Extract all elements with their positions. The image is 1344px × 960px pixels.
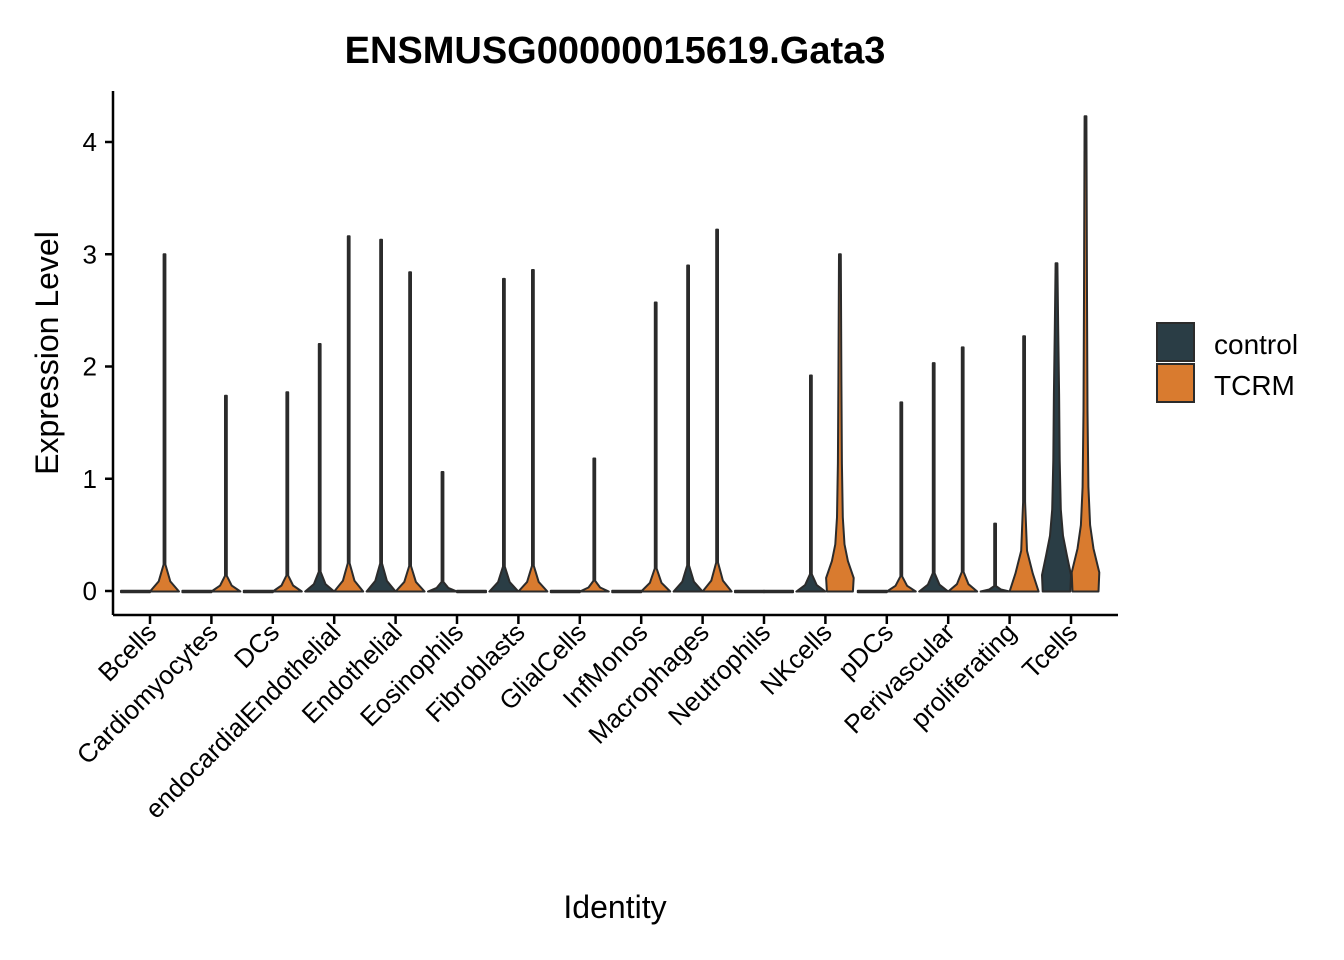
y-ticks: 0 1 2 3 4	[83, 127, 113, 606]
x-tick-label-Tcells: Tcells	[1016, 617, 1083, 684]
y-tick-label-1: 1	[83, 464, 97, 494]
violin-control-Eosinophils	[427, 471, 458, 593]
violin-tcrm-Fibroblasts	[517, 269, 549, 593]
legend-swatch-tcrm	[1156, 363, 1195, 403]
violin-control-Neutrophils	[734, 589, 765, 594]
violin-control-pDCs	[856, 589, 888, 594]
legend-label-tcrm: TCRM	[1214, 370, 1295, 401]
violins-group	[120, 115, 1101, 594]
x-axis-title: Identity	[563, 889, 666, 925]
violin-control-Macrophages	[672, 264, 704, 593]
violin-tcrm-pDCs	[885, 401, 917, 593]
y-tick-label-4: 4	[83, 127, 97, 157]
violin-control-Fibroblasts	[488, 277, 520, 593]
violin-control-NKcells	[795, 374, 827, 593]
violin-control-InfMonos	[611, 589, 643, 594]
violin-tcrm-NKcells	[825, 253, 855, 593]
violin-control-GlialCells	[549, 589, 581, 594]
violin-tcrm-Eosinophils	[456, 589, 487, 594]
y-tick-label-0: 0	[83, 576, 97, 606]
violin-tcrm-proliferating	[1008, 335, 1040, 593]
violin-tcrm-Macrophages	[701, 228, 733, 593]
violin-tcrm-endocardialEndothelial	[333, 235, 365, 593]
chart-title: ENSMUSG00000015619.Gata3	[345, 30, 886, 72]
violin-control-Endothelial	[365, 238, 397, 593]
violin-tcrm-Tcells	[1070, 115, 1101, 593]
violin-control-Tcells	[1041, 262, 1072, 593]
violin-tcrm-Perivascular	[947, 346, 979, 593]
y-axis-title: Expression Level	[29, 231, 65, 475]
legend: control TCRM	[1156, 322, 1298, 403]
violin-control-Perivascular	[918, 362, 950, 593]
y-tick-label-2: 2	[83, 352, 97, 382]
violin-tcrm-Bcells	[149, 253, 180, 593]
violin-tcrm-GlialCells	[578, 457, 610, 593]
violin-control-Bcells	[120, 589, 151, 594]
violin-control-DCs	[242, 589, 274, 594]
legend-label-control: control	[1214, 329, 1298, 360]
violin-tcrm-Endothelial	[394, 271, 426, 593]
violin-control-proliferating	[979, 522, 1011, 593]
y-tick-label-3: 3	[83, 239, 97, 269]
violin-tcrm-DCs	[271, 391, 303, 593]
violin-control-endocardialEndothelial	[304, 343, 336, 593]
violin-tcrm-Cardiomyocytes	[210, 394, 242, 593]
legend-swatch-control	[1156, 322, 1195, 362]
violin-control-Cardiomyocytes	[181, 589, 213, 594]
violin-tcrm-InfMonos	[640, 301, 672, 593]
violin-tcrm-Neutrophils	[763, 589, 794, 594]
